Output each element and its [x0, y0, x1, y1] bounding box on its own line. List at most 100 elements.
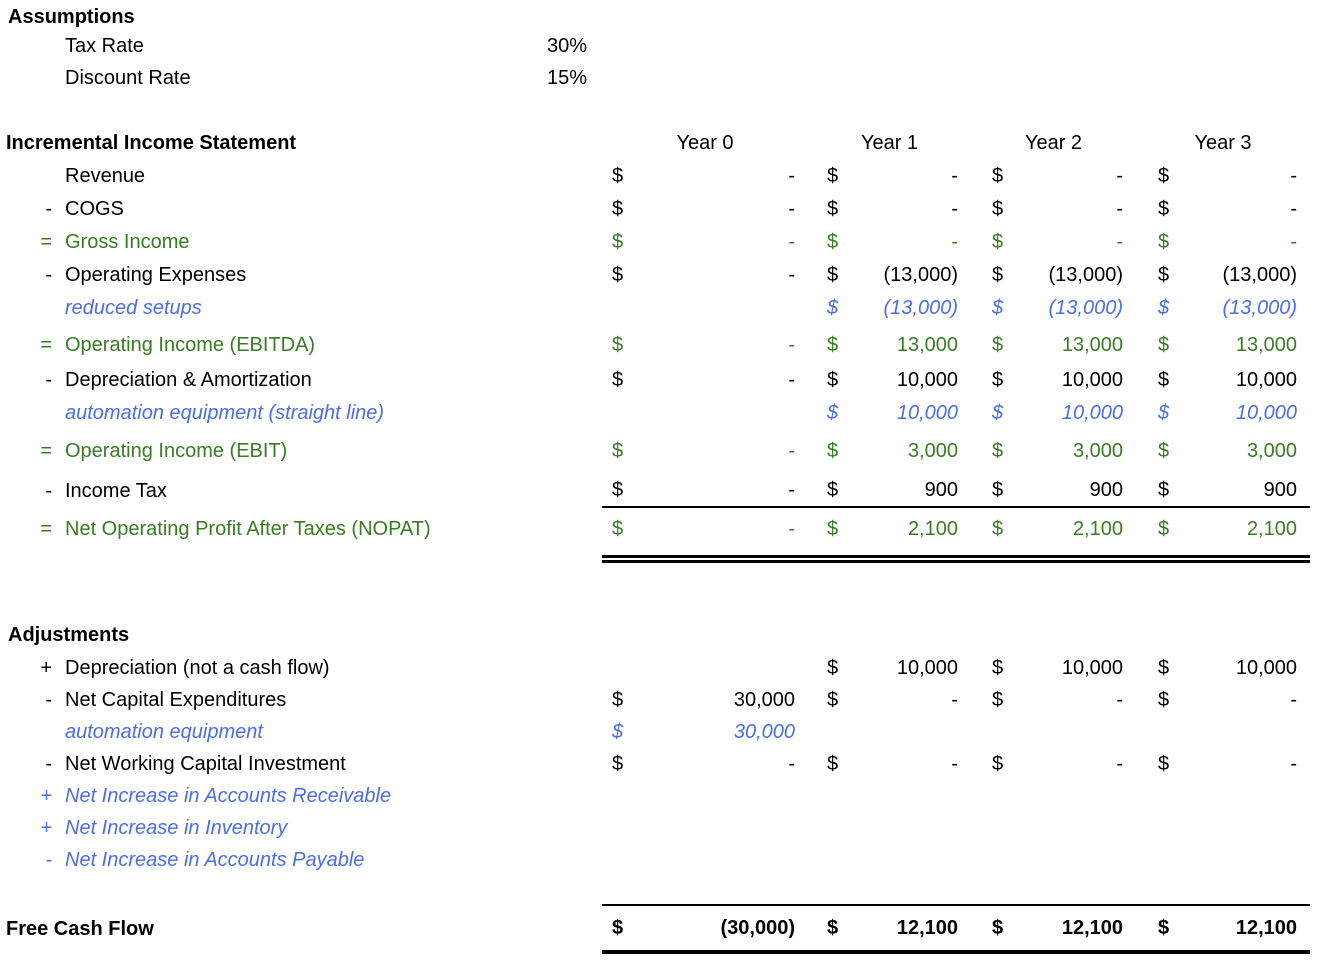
assumption-row-tax-rate: Tax Rate 30%: [0, 30, 1342, 62]
row-label-cell: Free Cash Flow: [0, 904, 602, 954]
currency-symbol: $: [612, 198, 624, 220]
cell-value: -: [788, 334, 795, 356]
assumption-label: Tax Rate: [65, 35, 144, 57]
value-cell: [1136, 716, 1310, 748]
currency-symbol: $: [612, 334, 624, 356]
row-values: $10,000 $10,000 $10,000: [602, 652, 1310, 684]
cell-value: 10,000: [1061, 369, 1123, 391]
row-values: $30,000 $ - $ - $ -: [602, 684, 1310, 716]
row-free-cash-flow: Free Cash Flow $ (30,000) $12,100 $12,100 $12…: [0, 904, 1342, 954]
row-label: Depreciation (not a cash flow): [65, 656, 330, 679]
cell-value: -: [1290, 198, 1297, 220]
currency-symbol: $: [992, 752, 1004, 775]
row-cogs: - COGS $ - $ - $ - $ -: [0, 193, 1342, 226]
cell-value: 900: [1263, 479, 1297, 501]
row-net-increase-in-accounts-payable: - Net Increase in Accounts Payable: [0, 844, 1342, 876]
value-cell: $ -: [602, 748, 808, 780]
cell-value: 3,000: [1246, 440, 1297, 462]
currency-symbol: $: [612, 440, 624, 462]
cell-value: 900: [1089, 479, 1123, 501]
value-cell: $30,000: [602, 716, 808, 748]
value-cell: [602, 292, 808, 325]
currency-symbol: $: [992, 297, 1004, 319]
currency-symbol: $: [1158, 440, 1170, 462]
row-label-cell: - Net Working Capital Investment: [0, 748, 602, 780]
currency-symbol: $: [612, 752, 624, 775]
currency-symbol: $: [992, 440, 1004, 462]
row-sign: =: [40, 231, 52, 253]
row-net-working-capital-investment: - Net Working Capital Investment $ - $ - $ - $ -: [0, 748, 1342, 780]
row-values: $ - $ (13,000) $ (13,000) $ (13,000): [602, 259, 1310, 292]
column-header-year-2: Year 2: [1024, 132, 1083, 154]
value-cell: $10,000: [808, 652, 971, 684]
currency-symbol: $: [1158, 264, 1170, 286]
currency-symbol: $: [827, 656, 839, 679]
currency-symbol: $: [1158, 198, 1170, 220]
currency-symbol: $: [992, 165, 1004, 187]
row-label-cell: - Net Capital Expenditures: [0, 684, 602, 716]
row-label: Depreciation & Amortization: [65, 369, 312, 391]
row-label: Income Tax: [65, 480, 167, 502]
row-label: reduced setups: [65, 297, 202, 319]
row-automation-equipment-straight-line: automation equipment (straight line) $10,…: [0, 397, 1342, 430]
row-sign: =: [40, 518, 52, 540]
cell-value: 2,100: [1246, 518, 1297, 540]
value-cell: $ (13,000): [1136, 292, 1310, 325]
currency-symbol: $: [612, 688, 624, 711]
value-cell: $10,000: [971, 652, 1136, 684]
row-gross-income: = Gross Income $ - $ - $ - $ -: [0, 226, 1342, 259]
row-label-cell: = Gross Income: [0, 226, 602, 259]
row-label-cell: + Net Increase in Accounts Receivable: [0, 780, 602, 812]
cell-value: -: [788, 518, 795, 540]
currency-symbol: $: [827, 752, 839, 775]
row-values: $ (13,000) $ (13,000) $ (13,000): [602, 292, 1310, 325]
currency-symbol: $: [1158, 916, 1170, 939]
cell-value: 900: [924, 479, 958, 501]
row-reduced-setups: reduced setups $ (13,000) $ (13,000) $ (13,000…: [0, 292, 1342, 325]
cell-value: -: [1290, 165, 1297, 187]
adjustments-rows: + Depreciation (not a cash flow) $10,000 $1…: [0, 652, 1342, 876]
value-cell: $12,100: [808, 906, 971, 950]
value-cell: $10,000: [808, 364, 971, 397]
value-cell: [1136, 780, 1310, 812]
value-cell: $ -: [602, 364, 808, 397]
cell-value: 30,000: [733, 720, 795, 743]
value-cell: [1136, 812, 1310, 844]
currency-symbol: $: [827, 688, 839, 711]
cell-value: -: [1290, 688, 1297, 711]
currency-symbol: $: [992, 916, 1004, 939]
cell-value: (13,000): [1222, 264, 1298, 286]
value-cell: $ (13,000): [808, 259, 971, 292]
row-label: Revenue: [65, 165, 146, 187]
assumption-value: 30%: [547, 35, 588, 57]
cell-value: -: [951, 198, 958, 220]
value-cell: $ -: [602, 160, 808, 193]
currency-symbol: $: [827, 334, 839, 356]
value-cell: $ -: [1136, 226, 1310, 259]
value-cell: $ (13,000): [971, 292, 1136, 325]
value-cell: $ -: [808, 748, 971, 780]
income-statement-header-row: Incremental Income Statement Year 0 Year…: [0, 127, 1342, 160]
cell-value: -: [788, 165, 795, 187]
cell-value: -: [788, 479, 795, 501]
row-income-tax: - Income Tax $ - $900 $900 $900: [0, 475, 1342, 508]
row-label: Operating Income (EBITDA): [65, 334, 316, 356]
row-operating-income-ebitda: = Operating Income (EBITDA) $ - $13,000 $13,0…: [0, 329, 1342, 362]
cell-value: 10,000: [1061, 656, 1123, 679]
year-headers: Year 0 Year 1 Year 2 Year 3: [602, 127, 1310, 160]
cell-value: 10,000: [1235, 402, 1297, 424]
currency-symbol: $: [827, 518, 839, 540]
row-label-cell: - Depreciation & Amortization: [0, 364, 602, 397]
cell-value: 12,100: [896, 916, 958, 939]
cell-value: -: [951, 165, 958, 187]
value-cell: $30,000: [602, 684, 808, 716]
value-cell: $10,000: [971, 397, 1136, 430]
currency-symbol: $: [827, 264, 839, 286]
row-sign: +: [40, 784, 52, 807]
value-cell: $ -: [808, 684, 971, 716]
currency-symbol: $: [992, 198, 1004, 220]
value-cell: $ -: [808, 193, 971, 226]
currency-symbol: $: [992, 334, 1004, 356]
currency-symbol: $: [1158, 165, 1170, 187]
row-label: Net Operating Profit After Taxes (NOPAT): [65, 518, 431, 540]
